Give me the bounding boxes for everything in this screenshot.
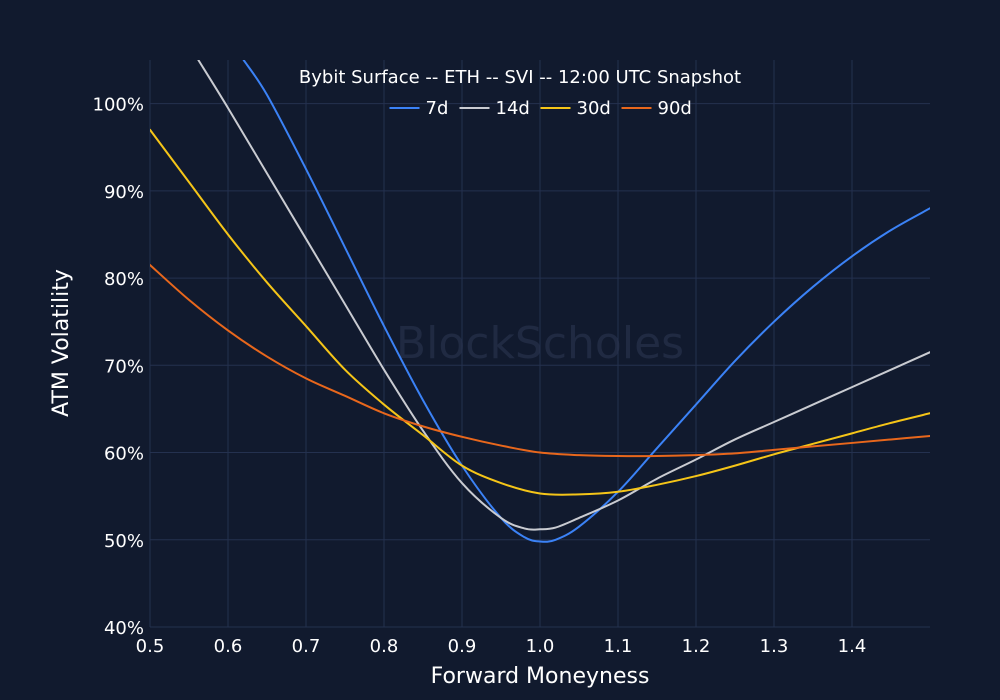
y-axis-title: ATM Volatility (49, 269, 74, 417)
x-tick-label: 0.6 (214, 636, 243, 657)
chart-title: Bybit Surface -- ETH -- SVI -- 12:00 UTC… (299, 67, 741, 88)
legend-label: 90d (658, 98, 692, 119)
legend-label: 30d (577, 98, 611, 119)
legend-label: 7d (426, 98, 449, 119)
watermark: BlockScholes (396, 318, 684, 369)
x-tick-label: 1.4 (838, 636, 867, 657)
series-line-7d (242, 60, 930, 543)
x-tick-label: 0.5 (136, 636, 165, 657)
legend-label: 14d (496, 98, 530, 119)
series-line-90d (150, 263, 930, 458)
x-tick-label: 0.9 (448, 636, 477, 657)
y-tick-label: 100% (93, 95, 144, 116)
x-tick-label: 1.0 (526, 636, 555, 657)
y-tick-label: 60% (104, 444, 144, 465)
x-tick-label: 1.3 (760, 636, 789, 657)
y-tick-label: 80% (104, 269, 144, 290)
series-line-14d (197, 60, 930, 531)
legend-item-14d[interactable]: 14d (459, 98, 530, 119)
x-tick-labels: 0.5 0.6 0.7 0.8 0.9 1.0 1.1 1.2 1.3 1.4 (136, 636, 867, 657)
x-tick-label: 1.1 (604, 636, 633, 657)
legend-item-7d[interactable]: 7d (389, 98, 449, 119)
y-tick-label: 90% (104, 182, 144, 203)
grid (149, 60, 930, 628)
x-tick-label: 0.8 (370, 636, 399, 657)
legend-item-30d[interactable]: 30d (540, 98, 611, 119)
series-layer (150, 60, 930, 543)
y-tick-label: 50% (104, 531, 144, 552)
y-tick-label: 40% (104, 618, 144, 639)
x-axis-title: Forward Moneyness (431, 664, 650, 689)
x-tick-label: 1.2 (682, 636, 711, 657)
legend: 7d 14d 30d 90d (389, 98, 692, 119)
y-tick-labels: 40% 50% 60% 70% 80% 90% 100% (93, 95, 144, 639)
legend-item-90d[interactable]: 90d (621, 98, 692, 119)
y-tick-label: 70% (104, 356, 144, 377)
x-tick-label: 0.7 (292, 636, 321, 657)
